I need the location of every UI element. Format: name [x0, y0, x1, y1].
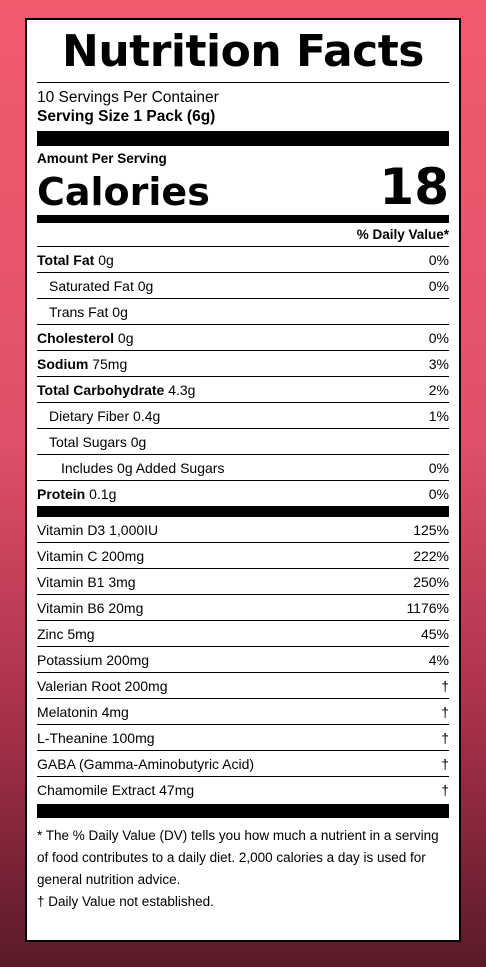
- nutrient-name: Total Fat 0g: [37, 252, 114, 268]
- vitamin-row: Vitamin B6 20mg 1176%: [37, 595, 449, 621]
- nutrient-name: Total Sugars 0g: [37, 434, 146, 450]
- vitamin-name: GABA (Gamma-Aminobutyric Acid): [37, 755, 255, 772]
- nutrient-amount: 0.1g: [89, 485, 117, 502]
- vitamin-dv: †: [441, 781, 449, 798]
- vitamin-row: Melatonin 4mg †: [37, 699, 449, 725]
- nutrient-row-protein: Protein 0.1g 0%: [37, 481, 449, 506]
- vitamin-name: L-Theanine 100mg: [37, 729, 155, 746]
- nutrient-row-added-sugars: Includes 0g Added Sugars 0%: [37, 455, 449, 481]
- nutrient-row-cholesterol: Cholesterol 0g 0%: [37, 325, 449, 351]
- calories-value: 18: [379, 158, 449, 216]
- nutrient-amount: 0g: [137, 277, 154, 294]
- daily-value-footnote: * The % Daily Value (DV) tells you how m…: [37, 828, 439, 887]
- vitamin-dv: 250%: [413, 573, 449, 590]
- vitamin-dv: †: [441, 729, 449, 746]
- vitamin-name: Valerian Root 200mg: [37, 677, 168, 694]
- nutrient-label: Dietary Fiber: [49, 407, 130, 424]
- vitamin-row: GABA (Gamma-Aminobutyric Acid) †: [37, 751, 449, 777]
- vitamin-row: Vitamin B1 3mg 250%: [37, 569, 449, 595]
- nutrient-row-dietary-fiber: Dietary Fiber 0.4g 1%: [37, 403, 449, 429]
- label-title: Nutrition Facts: [37, 24, 449, 83]
- nutrient-amount: 0g: [130, 433, 147, 450]
- nutrient-name: Dietary Fiber 0.4g: [37, 408, 160, 424]
- nutrient-row-total-sugars: Total Sugars 0g: [37, 429, 449, 455]
- nutrient-row-total-fat: Total Fat 0g 0%: [37, 247, 449, 273]
- nutrient-label: Sodium: [37, 355, 89, 372]
- vitamin-name: Zinc 5mg: [37, 625, 95, 642]
- nutrient-name: Cholesterol 0g: [37, 330, 133, 346]
- vitamins-divider: [37, 506, 449, 517]
- vitamin-row: Potassium 200mg 4%: [37, 647, 449, 673]
- nutrient-dv: 2%: [428, 381, 449, 398]
- nutrient-row-trans-fat: Trans Fat 0g: [37, 299, 449, 325]
- daily-value-header: % Daily Value*: [37, 223, 449, 247]
- vitamin-dv: †: [441, 755, 449, 772]
- calories-label: Calories: [37, 170, 210, 214]
- vitamin-dv: 1176%: [406, 599, 449, 616]
- nutrient-name: Includes 0g Added Sugars: [37, 460, 224, 476]
- nutrient-name: Trans Fat 0g: [37, 304, 128, 320]
- nutrition-label: Nutrition Facts 10 Servings Per Containe…: [25, 18, 461, 942]
- nutrient-amount: 0g: [98, 251, 114, 268]
- vitamin-row: Vitamin C 200mg 222%: [37, 543, 449, 569]
- nutrient-label: Cholesterol: [37, 329, 115, 346]
- vitamin-name: Vitamin D3 1,000IU: [37, 521, 159, 538]
- nutrient-label: Protein: [37, 485, 86, 502]
- nutrient-amount: 75mg: [92, 355, 128, 372]
- nutrient-name: Total Carbohydrate 4.3g: [37, 382, 195, 398]
- nutrient-dv: 0%: [428, 485, 449, 502]
- vitamin-row: Zinc 5mg 45%: [37, 621, 449, 647]
- calories-row: Calories 18: [37, 161, 449, 214]
- nutrient-name: Sodium 75mg: [37, 356, 127, 372]
- medium-divider: [37, 215, 449, 223]
- nutrient-amount: 0g: [112, 303, 128, 320]
- vitamin-dv: †: [441, 703, 449, 720]
- nutrient-dv: 0%: [428, 459, 449, 476]
- vitamin-dv: 222%: [413, 547, 449, 564]
- footer-divider: [37, 804, 449, 818]
- nutrient-label: Total Sugars: [49, 433, 127, 450]
- nutrient-label: Includes 0g Added Sugars: [61, 459, 225, 476]
- nutrient-dv: 0%: [428, 277, 449, 294]
- vitamin-row: Vitamin D3 1,000IU 125%: [37, 517, 449, 543]
- vitamin-name: Potassium 200mg: [37, 651, 150, 668]
- serving-size: Serving Size 1 Pack (6g): [37, 108, 216, 125]
- nutrient-row-sodium: Sodium 75mg 3%: [37, 351, 449, 377]
- dagger-footnote: † Daily Value not established.: [37, 894, 214, 909]
- nutrient-label: Saturated Fat: [49, 277, 134, 294]
- vitamin-row: Valerian Root 200mg †: [37, 673, 449, 699]
- nutrient-name: Saturated Fat 0g: [37, 278, 153, 294]
- nutrient-amount: 0g: [117, 329, 134, 346]
- nutrient-dv: 1%: [428, 407, 449, 424]
- vitamin-name: Vitamin B6 20mg: [37, 599, 144, 616]
- thick-divider: [37, 131, 449, 146]
- nutrient-amount: 4.3g: [168, 381, 196, 398]
- vitamin-row: Chamomile Extract 47mg †: [37, 777, 449, 802]
- nutrient-dv: 3%: [428, 355, 449, 372]
- nutrient-name: Protein 0.1g: [37, 486, 116, 502]
- nutrient-row-total-carbohydrate: Total Carbohydrate 4.3g 2%: [37, 377, 449, 403]
- vitamin-name: Melatonin 4mg: [37, 703, 129, 720]
- nutrient-label: Total Carbohydrate: [37, 381, 165, 398]
- amount-per-serving: Amount Per Serving: [37, 151, 167, 166]
- vitamin-dv: †: [441, 677, 449, 694]
- servings-per-container: 10 Servings Per Container: [37, 89, 219, 106]
- nutrient-dv: 0%: [428, 251, 449, 268]
- vitamin-dv: 125%: [413, 521, 449, 538]
- nutrient-amount: 0.4g: [133, 407, 161, 424]
- vitamin-dv: 45%: [420, 625, 449, 642]
- nutrient-dv: 0%: [428, 329, 449, 346]
- nutrient-label: Trans Fat: [49, 303, 109, 320]
- vitamin-dv: 4%: [428, 651, 449, 668]
- nutrient-label: Total Fat: [37, 251, 95, 268]
- vitamin-name: Vitamin C 200mg: [37, 547, 145, 564]
- vitamin-name: Chamomile Extract 47mg: [37, 781, 195, 798]
- vitamin-name: Vitamin B1 3mg: [37, 573, 136, 590]
- vitamin-row: L-Theanine 100mg †: [37, 725, 449, 751]
- nutrient-row-saturated-fat: Saturated Fat 0g 0%: [37, 273, 449, 299]
